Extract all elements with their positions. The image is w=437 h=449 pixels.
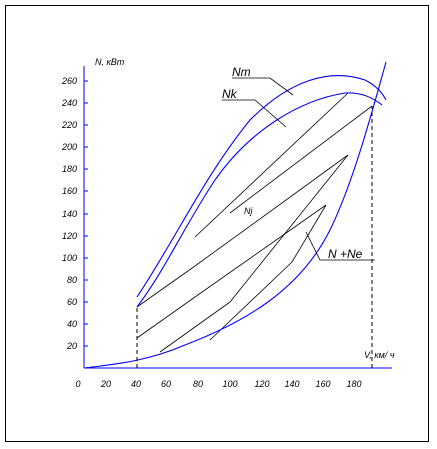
y-ticks <box>84 80 88 347</box>
y-tick-label: 160 <box>62 186 77 196</box>
x-tick-label: 0 <box>75 379 80 389</box>
nsum-leader <box>305 231 375 261</box>
nk-curve <box>136 92 383 308</box>
nk-label: Nk <box>222 87 238 101</box>
x-tick-label: 100 <box>222 379 237 389</box>
y-tick-label: 60 <box>67 297 77 307</box>
y-tick-label: 40 <box>67 319 77 329</box>
y-axis-label: N, кВт <box>95 57 125 67</box>
y-tick-label: 200 <box>61 142 77 152</box>
y-tick-label: 240 <box>61 98 77 108</box>
nsum-label: N +Ne <box>328 247 363 261</box>
y-tick-label: 80 <box>67 275 77 285</box>
nk-leader <box>222 99 287 128</box>
x-tick-label: 40 <box>131 379 141 389</box>
n-plus-ne-curve <box>83 61 387 369</box>
y-tick-label: 140 <box>62 209 77 219</box>
x-tick-label: 80 <box>193 379 203 389</box>
y-tick-label: 20 <box>66 341 77 351</box>
x-tick-label: 60 <box>161 379 171 389</box>
y-tick-label: 180 <box>62 164 77 174</box>
x-tick-label: 120 <box>254 379 269 389</box>
nm-label: Nm <box>232 65 251 79</box>
x-tick-label: 20 <box>100 379 111 389</box>
y-tick-label: 260 <box>61 76 77 86</box>
nm-leader <box>232 77 294 96</box>
x-axis-label: V, км/ ч <box>364 350 395 360</box>
nm-curve <box>136 75 387 298</box>
y-tick-label: 220 <box>61 120 77 130</box>
y-tick-label: 100 <box>62 253 77 263</box>
y-tick-label: 120 <box>62 231 77 241</box>
nj-label: Nj <box>244 206 253 216</box>
x-tick-label: 160 <box>315 379 330 389</box>
hatch-lines <box>136 92 373 353</box>
x-tick-label: 180 <box>346 379 361 389</box>
x-tick-label: 140 <box>284 379 299 389</box>
